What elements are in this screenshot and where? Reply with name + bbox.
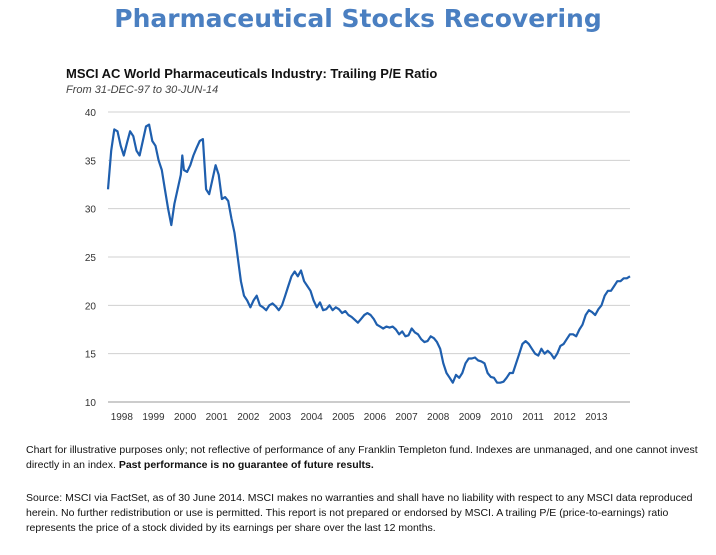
series-line <box>106 123 631 384</box>
x-tick-label: 2007 <box>395 412 418 423</box>
y-tick-label: 10 <box>85 398 97 409</box>
y-tick-label: 30 <box>85 205 97 216</box>
x-tick-label: 2011 <box>522 412 544 423</box>
x-tick-label: 1999 <box>142 412 165 423</box>
x-tick-label: 2003 <box>269 412 292 423</box>
y-tick-label: 20 <box>85 301 97 312</box>
y-tick-label: 25 <box>85 253 97 264</box>
pe-ratio-chart: 10 15 20 25 30 35 40 1998 1999 2000 2001 2002 2003 2… <box>85 108 631 423</box>
x-tick-label: 2010 <box>490 412 513 423</box>
x-tick-label: 2013 <box>585 412 608 423</box>
slide-title: Pharmaceutical Stocks Recovering <box>114 4 602 33</box>
chart-subtitle: From 31-DEC-97 to 30-JUN-14 <box>66 84 219 96</box>
x-tick-label: 2005 <box>332 412 355 423</box>
x-tick-label: 1998 <box>111 412 134 423</box>
chart-title: MSCI AC World Pharmaceuticals Industry: … <box>66 66 438 81</box>
y-tick-label: 40 <box>85 108 97 119</box>
y-axis-ticks: 10 15 20 25 30 35 40 <box>85 108 97 409</box>
x-axis-ticks: 1998 1999 2000 2001 2002 2003 2004 2005 2006 2007… <box>111 412 608 423</box>
x-tick-label: 2012 <box>554 412 577 423</box>
x-tick-label: 2001 <box>206 412 229 423</box>
x-tick-label: 2000 <box>174 412 197 423</box>
gridlines <box>108 111 630 355</box>
x-tick-label: 2009 <box>459 412 482 423</box>
source-note: Source: MSCI via FactSet, as of 30 June … <box>26 492 693 534</box>
x-tick-label: 2004 <box>301 412 324 423</box>
y-tick-label: 15 <box>85 350 97 361</box>
y-tick-label: 35 <box>85 156 97 167</box>
footnote-bold: Past performance is no guarantee of futu… <box>118 459 374 471</box>
footnote-text: Chart for illustrative purposes only; no… <box>26 444 698 471</box>
x-tick-label: 2002 <box>237 412 260 423</box>
x-tick-label: 2006 <box>364 412 387 423</box>
footnote: Chart for illustrative purposes only; no… <box>26 443 706 473</box>
x-tick-label: 2008 <box>427 412 450 423</box>
